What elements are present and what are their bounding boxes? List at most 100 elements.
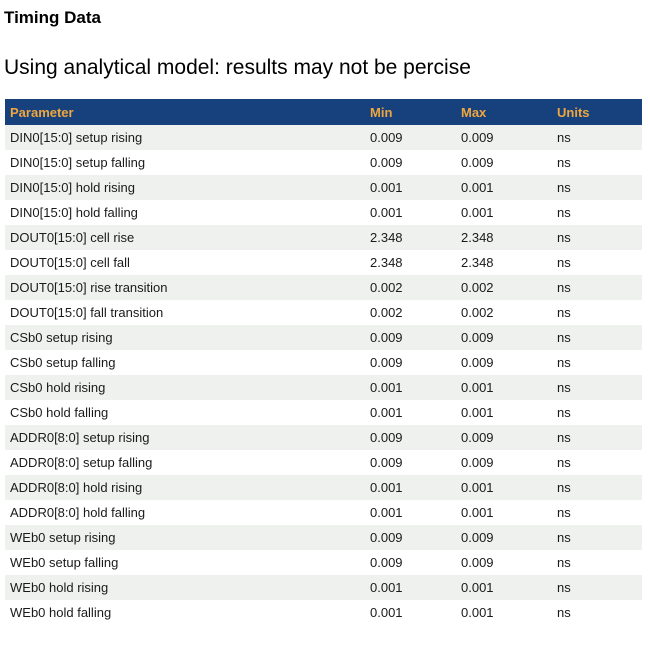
table-cell: 0.009 [365,125,456,150]
table-cell: ns [552,350,642,375]
header-row: Parameter Min Max Units [5,99,642,125]
table-row: WEb0 setup rising 0.009 0.009 ns [5,525,642,550]
table-cell: 0.002 [365,300,456,325]
table-row: DOUT0[15:0] rise transition 0.002 0.002 ns [5,275,642,300]
table-cell: 0.009 [456,350,552,375]
table-row: ADDR0[8:0] setup falling 0.009 0.009 ns [5,450,642,475]
table-cell: 0.009 [365,425,456,450]
table-cell: ns [552,300,642,325]
table-row: CSb0 hold falling 0.001 0.001 ns [5,400,642,425]
table-cell: 0.009 [365,550,456,575]
table-cell: ns [552,600,642,625]
table-cell: 0.009 [456,450,552,475]
table-cell: ADDR0[8:0] hold rising [5,475,365,500]
table-cell: CSb0 setup falling [5,350,365,375]
table-cell: ns [552,275,642,300]
page-subtitle: Using analytical model: results may not … [4,56,471,79]
table-cell: ns [552,475,642,500]
table-cell: ns [552,550,642,575]
table-row: DOUT0[15:0] cell fall 2.348 2.348 ns [5,250,642,275]
table-row: ADDR0[8:0] hold falling 0.001 0.001 ns [5,500,642,525]
table-cell: 0.009 [456,425,552,450]
report-page: Timing Data Using analytical model: resu… [0,7,650,625]
table-cell: 0.001 [456,475,552,500]
table-cell: 0.009 [456,125,552,150]
table-row: WEb0 hold rising 0.001 0.001 ns [5,575,642,600]
table-row: DIN0[15:0] hold rising 0.001 0.001 ns [5,175,642,200]
table-cell: 0.009 [365,150,456,175]
table-cell: 0.002 [365,275,456,300]
table-cell: 0.001 [456,200,552,225]
table-cell: 0.009 [365,350,456,375]
table-cell: ns [552,250,642,275]
table-cell: DIN0[15:0] setup rising [5,125,365,150]
table-cell: 0.009 [456,525,552,550]
page-title: Timing Data [4,8,101,27]
table-cell: DIN0[15:0] hold falling [5,200,365,225]
table-cell: WEb0 setup falling [5,550,365,575]
table-cell: 0.009 [365,450,456,475]
table-cell: 0.009 [365,525,456,550]
table-row: ADDR0[8:0] hold rising 0.001 0.001 ns [5,475,642,500]
timing-table-head: Parameter Min Max Units [5,99,642,125]
table-row: DIN0[15:0] setup falling 0.009 0.009 ns [5,150,642,175]
table-cell: 0.009 [365,325,456,350]
column-header: Units [552,99,642,125]
table-cell: DOUT0[15:0] cell fall [5,250,365,275]
table-cell: 2.348 [365,250,456,275]
table-cell: 0.001 [365,175,456,200]
table-cell: 0.001 [456,600,552,625]
table-row: DOUT0[15:0] cell rise 2.348 2.348 ns [5,225,642,250]
table-cell: 2.348 [456,225,552,250]
table-cell: ADDR0[8:0] setup rising [5,425,365,450]
table-cell: WEb0 hold rising [5,575,365,600]
table-cell: DIN0[15:0] setup falling [5,150,365,175]
table-cell: CSb0 setup rising [5,325,365,350]
table-cell: 0.001 [365,200,456,225]
column-header: Max [456,99,552,125]
table-cell: ns [552,450,642,475]
table-cell: 0.002 [456,275,552,300]
table-row: DIN0[15:0] setup rising 0.009 0.009 ns [5,125,642,150]
table-cell: ns [552,500,642,525]
table-cell: 0.009 [456,550,552,575]
table-cell: ns [552,375,642,400]
table-row: WEb0 hold falling 0.001 0.001 ns [5,600,642,625]
table-cell: CSb0 hold rising [5,375,365,400]
table-cell: 0.001 [456,400,552,425]
table-cell: ns [552,400,642,425]
table-cell: 0.001 [456,575,552,600]
table-cell: 0.001 [365,600,456,625]
table-row: ADDR0[8:0] setup rising 0.009 0.009 ns [5,425,642,450]
table-cell: DOUT0[15:0] rise transition [5,275,365,300]
table-cell: 0.001 [365,375,456,400]
timing-table-body: DIN0[15:0] setup rising 0.009 0.009 ns DIN0[… [5,125,642,625]
table-cell: WEb0 hold falling [5,600,365,625]
table-row: DOUT0[15:0] fall transition 0.002 0.002 ns [5,300,642,325]
table-row: CSb0 setup falling 0.009 0.009 ns [5,350,642,375]
table-cell: ns [552,575,642,600]
table-cell: 0.009 [456,325,552,350]
table-cell: ADDR0[8:0] hold falling [5,500,365,525]
table-cell: 2.348 [365,225,456,250]
table-cell: DOUT0[15:0] fall transition [5,300,365,325]
table-cell: 0.001 [365,500,456,525]
table-cell: DIN0[15:0] hold rising [5,175,365,200]
table-cell: 0.001 [456,175,552,200]
table-row: WEb0 setup falling 0.009 0.009 ns [5,550,642,575]
table-cell: ns [552,200,642,225]
table-cell: 0.002 [456,300,552,325]
table-cell: ns [552,175,642,200]
table-cell: ns [552,150,642,175]
table-cell: 0.009 [456,150,552,175]
table-cell: ns [552,125,642,150]
table-cell: ns [552,425,642,450]
table-cell: ADDR0[8:0] setup falling [5,450,365,475]
column-header: Parameter [5,99,365,125]
table-cell: CSb0 hold falling [5,400,365,425]
column-header: Min [365,99,456,125]
table-cell: 0.001 [365,575,456,600]
table-cell: ns [552,525,642,550]
table-cell: DOUT0[15:0] cell rise [5,225,365,250]
table-cell: ns [552,225,642,250]
